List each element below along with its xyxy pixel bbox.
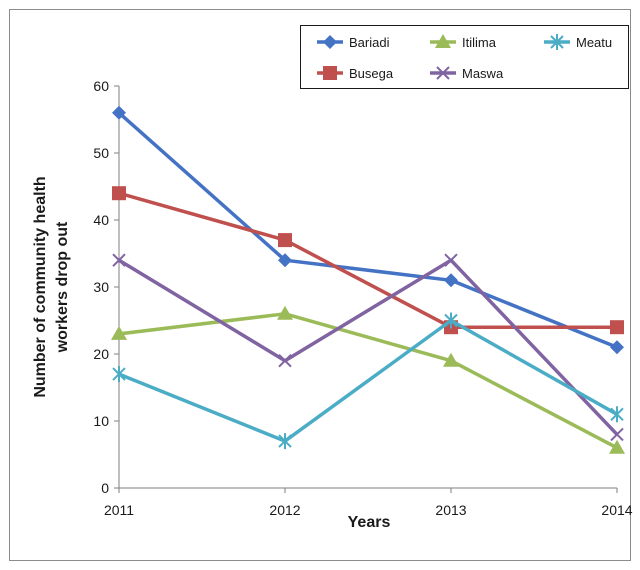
data-point-maswa-shape [278,353,292,368]
data-point-itilima [277,305,293,320]
data-point-bariadi-shape [444,273,458,288]
y-tick-label: 50 [93,145,109,161]
y-tick-label: 20 [93,346,109,362]
data-point-busega-shape [112,186,126,201]
data-point-bariadi [112,105,126,120]
legend-item-meatu: Meatu [544,34,612,50]
legend-marker-maswa [436,66,450,80]
data-point-maswa [610,427,624,442]
series-meatu [112,312,624,450]
data-point-itilima-shape [609,439,625,454]
data-point-itilima [111,325,127,340]
legend-label-maswa: Maswa [462,66,504,81]
legend-marker-bariadi-shape [323,35,337,49]
legend-marker-meatu-shape [550,34,564,50]
legend-marker-bariadi [323,35,337,49]
data-point-bariadi-shape [610,340,624,355]
series-line-bariadi [117,111,618,349]
y-tick-label: 0 [101,480,109,496]
data-point-bariadi [610,340,624,355]
series-maswa [112,253,624,442]
data-point-busega-shape [610,320,624,335]
legend-item-busega: Busega [317,66,394,81]
data-point-itilima-shape [443,352,459,367]
series-layer [111,105,625,454]
y-axis-title: Number of community health workers drop o… [32,176,71,397]
data-point-meatu [278,433,292,450]
data-point-busega [610,320,624,335]
data-point-bariadi [278,253,292,268]
x-tick-label: 2011 [104,502,134,518]
x-tick-label: 2013 [435,502,466,518]
data-point-itilima [443,352,459,367]
series-itilima [111,305,625,454]
data-point-busega [112,186,126,201]
data-point-maswa [112,253,126,267]
legend-item-maswa: Maswa [430,66,504,81]
data-point-busega [278,233,292,248]
series-line-busega [118,191,617,329]
y-tick-label: 60 [93,78,109,94]
data-point-maswa [444,253,458,267]
legend-marker-busega [323,66,337,80]
data-point-itilima-shape [277,305,293,320]
legend-label-meatu: Meatu [576,35,612,50]
data-point-itilima [609,439,625,454]
y-tick-label: 40 [93,212,109,228]
data-point-meatu-shape [278,433,292,450]
y-tick-label: 10 [93,413,109,429]
data-point-meatu [444,312,458,329]
series-line-maswa [118,258,619,436]
legend-item-bariadi: Bariadi [317,35,390,50]
data-point-maswa-shape [112,253,126,267]
y-axis-title-line: Number of community health [32,176,49,397]
x-axis-title: Years [348,514,391,531]
data-point-busega-shape [278,233,292,248]
data-point-meatu [112,366,126,383]
chart-border [9,9,631,561]
legend-marker-maswa-shape [436,66,450,80]
legend-item-itilima: Itilima [430,34,497,50]
data-point-meatu-shape [444,312,458,329]
data-point-bariadi [444,273,458,288]
data-point-meatu [610,406,624,423]
legend-marker-busega-shape [323,66,337,80]
data-point-meatu-shape [610,406,624,423]
data-point-bariadi-shape [278,253,292,268]
data-point-maswa-shape [444,253,458,267]
series-line-itilima [118,312,618,450]
data-point-maswa-shape [610,427,624,442]
axes: 0 10 20 30 40 50 60 2011 2012 2013 2014 [93,78,632,518]
y-axis-title-line: workers drop out [54,221,71,353]
legend-marker-meatu [550,34,564,50]
legend-label-itilima: Itilima [462,35,497,50]
legend-label-busega: Busega [349,66,394,81]
y-tick-label: 30 [93,279,109,295]
data-point-itilima-shape [111,325,127,340]
data-point-maswa [278,353,292,368]
legend-marker-itilima-shape [435,34,451,48]
x-tick-label: 2012 [269,502,300,518]
legend: Bariadi Busega Itilima Maswa Meatu [300,25,629,89]
series-bariadi [112,105,624,355]
legend-label-bariadi: Bariadi [349,35,390,50]
legend-marker-itilima [435,34,451,48]
data-point-meatu-shape [112,366,126,383]
x-tick-label: 2014 [601,502,632,518]
series-line-meatu [118,318,618,443]
data-point-bariadi-shape [112,105,126,120]
legend-box [300,25,629,89]
